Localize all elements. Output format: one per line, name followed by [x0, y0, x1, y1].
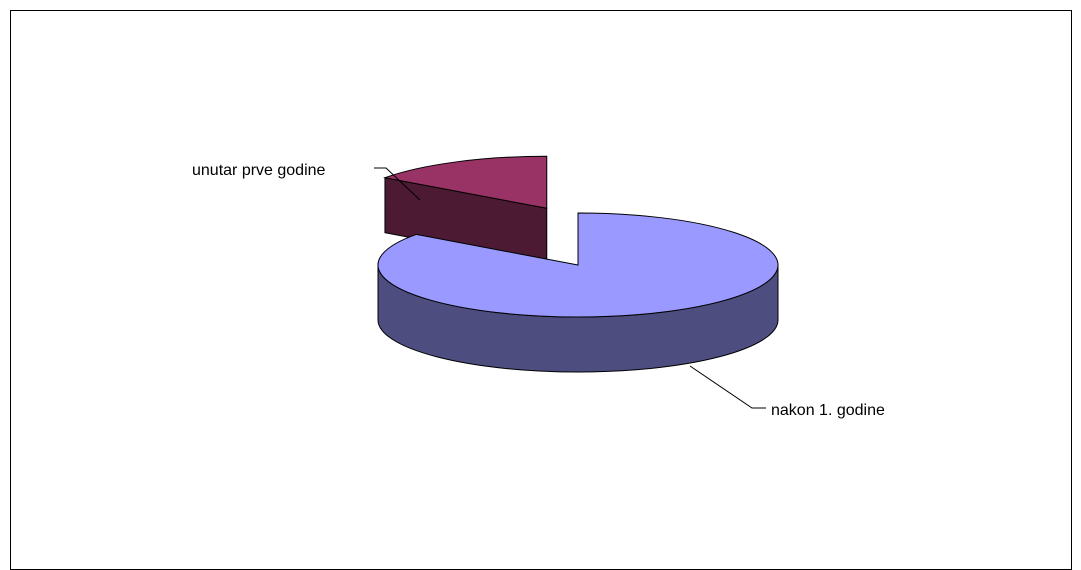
label-nakon-1-godine: nakon 1. godine: [771, 402, 885, 419]
label-unutar-prve-godine: unutar prve godine: [192, 162, 326, 179]
slice-top-nakon-1-godine: [377, 212, 779, 318]
pie-slices: [377, 155, 779, 373]
leader-nakon-1-godine: [689, 365, 766, 409]
slice-labels: unutar prve godine nakon 1. godine: [192, 162, 885, 419]
slice-top-unutar-prve-godine: [383, 155, 548, 209]
leader-lines: [374, 167, 766, 409]
pie-chart: unutar prve godine nakon 1. godine: [192, 155, 885, 419]
leader-unutar-prve-godine: [374, 167, 421, 201]
